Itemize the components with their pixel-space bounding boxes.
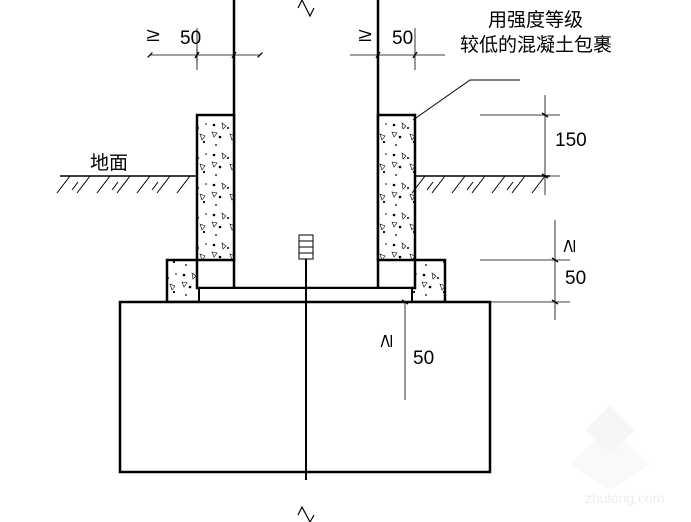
dim-tl-text: 50 [180,28,201,50]
dim-top-left [150,28,260,70]
watermark-text: zhulong.com [585,490,664,506]
ground-hatch-right [412,176,545,193]
concrete-wrap-right [378,115,415,260]
dim-right-150 [480,95,560,195]
ground-label: 地面 [90,148,128,175]
break-top [298,0,314,16]
gte-b50: ≥ [376,334,398,348]
dim-right-50 [480,220,570,320]
dim-b50-text: 50 [413,348,434,370]
concrete-wrap-left [197,115,234,260]
note-line1: 用强度等级 [488,5,583,32]
note-line2: 较低的混凝土包裹 [460,30,612,57]
dim-tr-text: 50 [392,28,413,50]
dim-150-text: 150 [555,130,587,152]
gte-tr: ≥ [358,25,372,47]
gte-r50: ≥ [559,239,581,253]
ground-hatch-left [57,176,190,193]
bolt-head [299,235,313,259]
dim-r50-text: 50 [565,268,586,290]
break-bottom [298,507,314,522]
watermark-icon [555,395,665,495]
note-leader [413,80,520,120]
gte-tl: ≥ [146,25,160,47]
